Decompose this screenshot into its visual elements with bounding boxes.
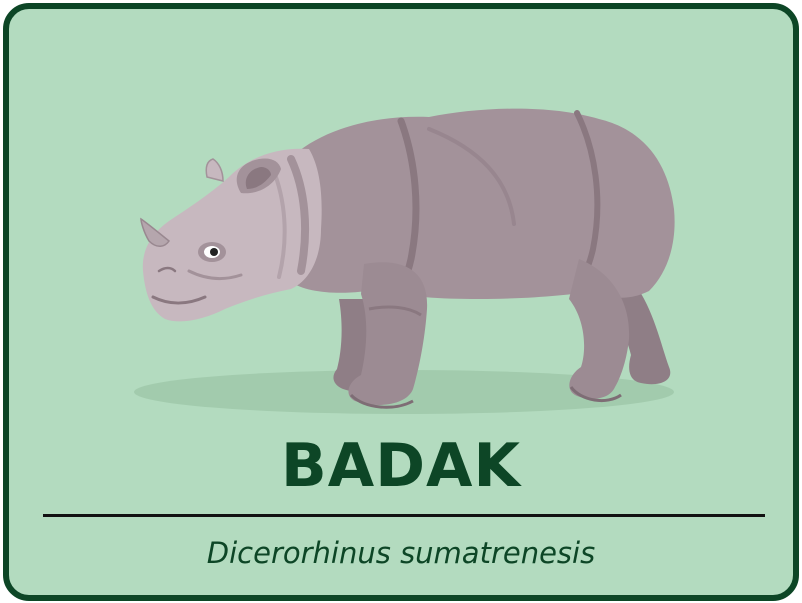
rhino-head [142, 148, 322, 322]
rhino-pupil [210, 248, 218, 256]
scientific-name: Dicerorhinus sumatrenesis [206, 536, 596, 570]
rhino-fold-3 [427, 127, 516, 226]
rhinoceros-icon [134, 108, 675, 414]
rhino-neck-fold [287, 155, 310, 275]
rhino-nostril [157, 266, 177, 273]
rhino-ear-inner [245, 167, 271, 189]
rhino-near-front-leg [348, 262, 428, 405]
rhino-leg-fold [368, 305, 422, 317]
rhino-near-front-foot [349, 393, 414, 409]
rhino-mouth [151, 295, 207, 305]
animal-title: BADAK [281, 431, 521, 501]
rhino-front-horn [140, 217, 171, 247]
rhino-face-wrinkle [187, 269, 243, 280]
rhino-near-hind-leg [569, 259, 630, 399]
rhino-near-hind-foot [569, 386, 622, 403]
rhino-rear-horn [205, 158, 224, 182]
rhino-neck-fold-2 [271, 167, 287, 279]
divider [43, 514, 765, 517]
animal-card: BADAK Dicerorhinus sumatrenesis [3, 3, 799, 601]
rhino-body [266, 108, 675, 299]
